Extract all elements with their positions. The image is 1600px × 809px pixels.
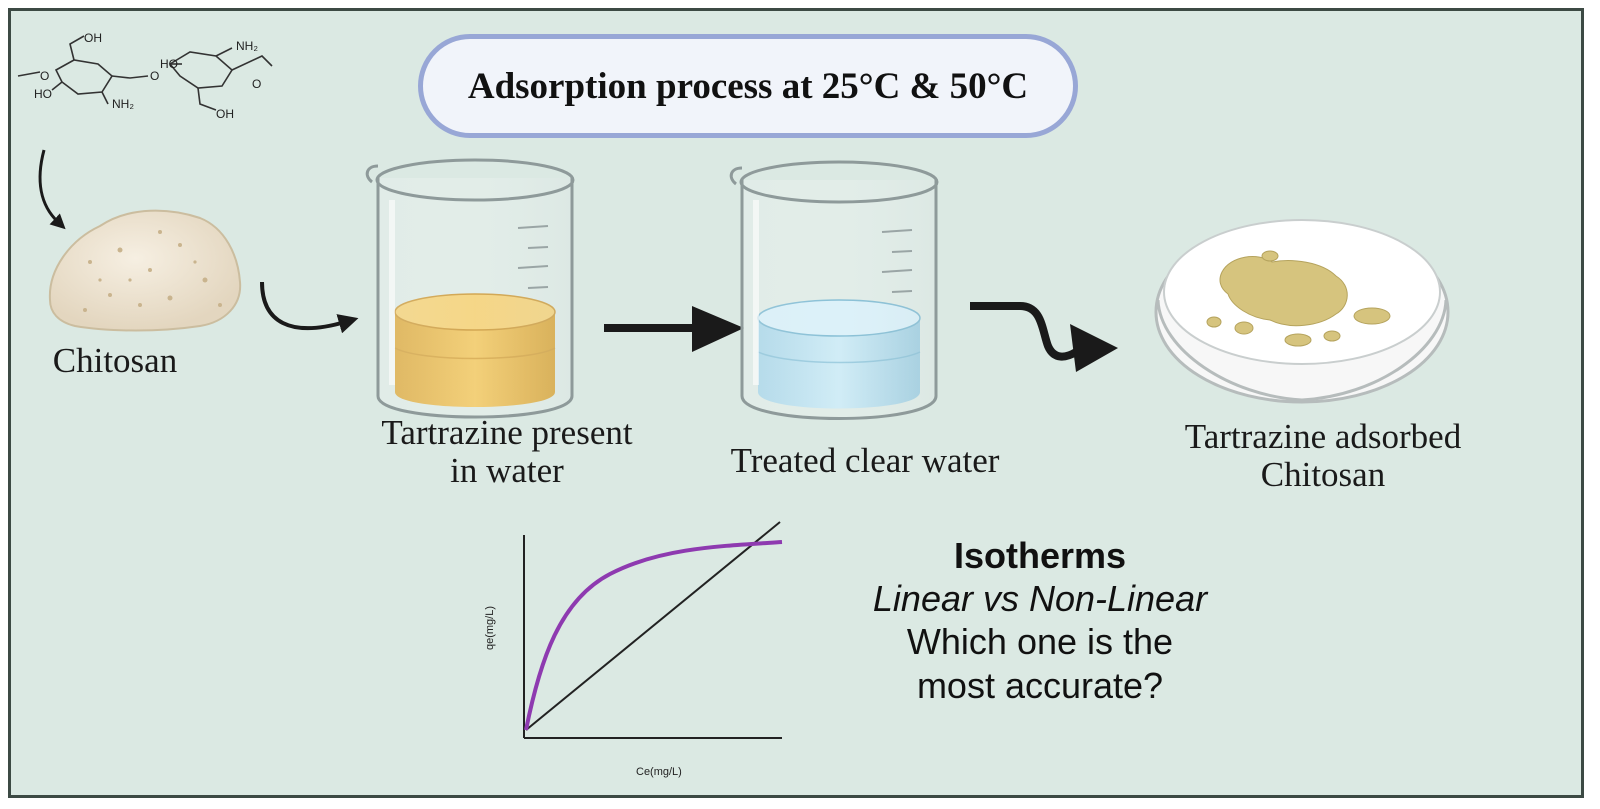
mol-nh2-right: NH₂ <box>236 39 258 53</box>
mol-ho-left: HO <box>34 87 52 101</box>
label-treated-water: Treated clear water <box>700 442 1030 480</box>
mol-nh2-left: NH₂ <box>112 97 134 111</box>
label-treated-water-text: Treated clear water <box>730 441 1000 480</box>
page-title: Adsorption process at 25°C & 50°C <box>467 65 1029 107</box>
label-chitosan-text: Chitosan <box>52 341 178 380</box>
arrow-beaker-to-beaker-icon <box>604 306 744 352</box>
isotherm-question-line2: most accurate? <box>916 664 1164 706</box>
isotherm-text-block: Isotherms Linear vs Non-Linear Which one… <box>830 534 1250 707</box>
mol-o-3: O <box>252 77 261 91</box>
label-beaker-tartrazine-line2: in water <box>450 450 564 490</box>
chitosan-powder-icon <box>48 209 242 332</box>
arrow-molecule-to-powder-icon <box>38 149 66 230</box>
adsorbed-chitosan-icon <box>1206 250 1391 347</box>
mol-oh-bottom: OH <box>216 107 234 121</box>
beaker-tartrazine-icon <box>365 158 575 419</box>
arrow-chitosan-to-beaker-icon <box>260 281 359 334</box>
nonlinear-isotherm-curve <box>524 540 783 731</box>
isotherm-plot <box>523 521 783 739</box>
label-chitosan: Chitosan <box>30 342 200 380</box>
petri-dish-icon <box>1154 219 1450 404</box>
mol-oh-top: OH <box>84 31 102 45</box>
label-adsorbed-chitosan-line2: Chitosan <box>1260 454 1386 494</box>
chitosan-molecule-icon <box>17 35 273 111</box>
mol-ho-right: HO <box>160 57 178 71</box>
linear-isotherm-line <box>525 521 781 731</box>
mol-o-2: O <box>150 69 159 83</box>
isotherm-question-line1: Which one is the <box>906 621 1174 663</box>
label-beaker-tartrazine-line1: Tartrazine present <box>381 413 633 452</box>
isotherm-subheading: Linear vs Non-Linear <box>872 578 1208 620</box>
label-beaker-tartrazine: Tartrazine present in water <box>344 414 670 490</box>
mol-o-1: O <box>40 69 49 83</box>
title-banner: Adsorption process at 25°C & 50°C <box>418 34 1078 138</box>
x-axis-label: Ce(mg/L) <box>636 766 682 778</box>
label-adsorbed-chitosan: Tartrazine adsorbed Chitosan <box>1148 418 1498 494</box>
arrow-beaker-to-dish-icon <box>970 302 1118 372</box>
beaker-clear-water-icon <box>729 160 939 420</box>
isotherm-heading: Isotherms <box>953 535 1127 576</box>
y-axis-label: qe(mg/L) <box>484 605 497 651</box>
label-adsorbed-chitosan-line1: Tartrazine adsorbed <box>1184 417 1462 456</box>
